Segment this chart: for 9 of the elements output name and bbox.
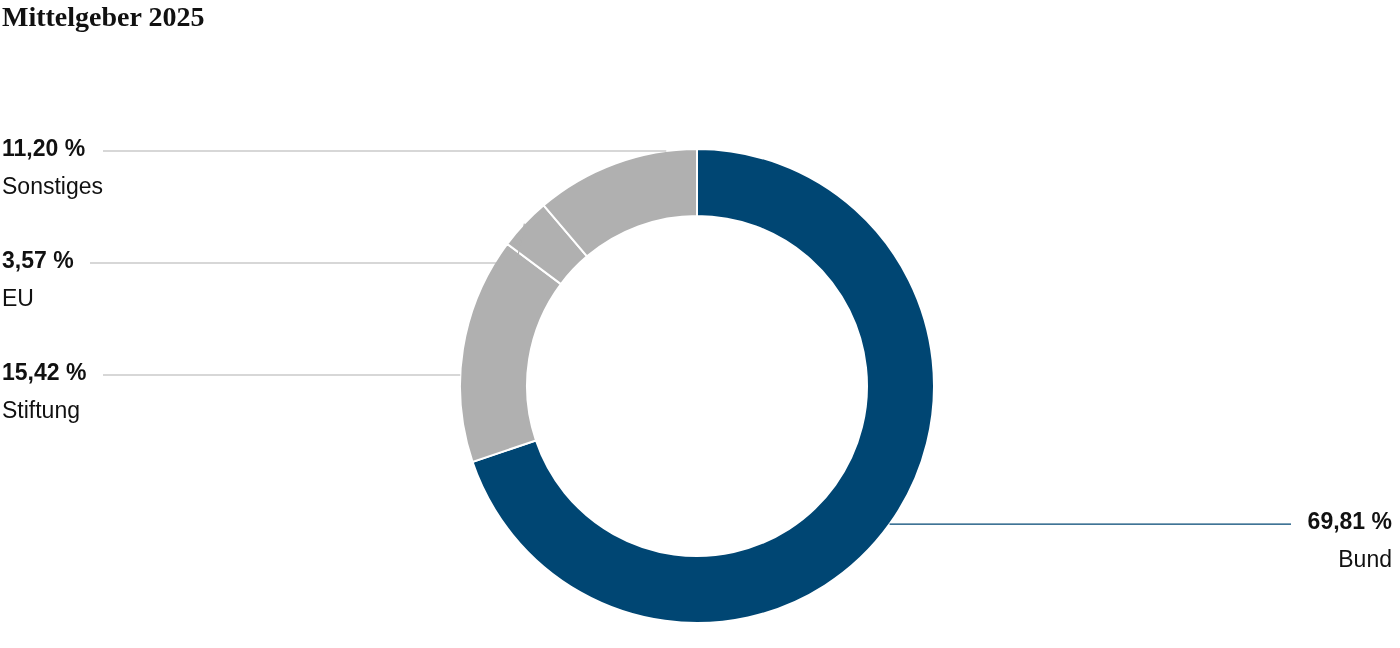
slice-label: Sonstiges (2, 173, 104, 199)
data-label: 15,42 % (2, 359, 87, 385)
slice-label: Stiftung (2, 397, 80, 423)
data-label: 11,20 % (2, 135, 86, 161)
data-label: 3,57 % (2, 247, 74, 273)
data-label: 69,81 % (1307, 508, 1392, 535)
chart-title: Mittelgeber 2025 (2, 1, 205, 32)
slice-label: EU (2, 285, 34, 311)
slice-label: Bund (1338, 546, 1392, 573)
